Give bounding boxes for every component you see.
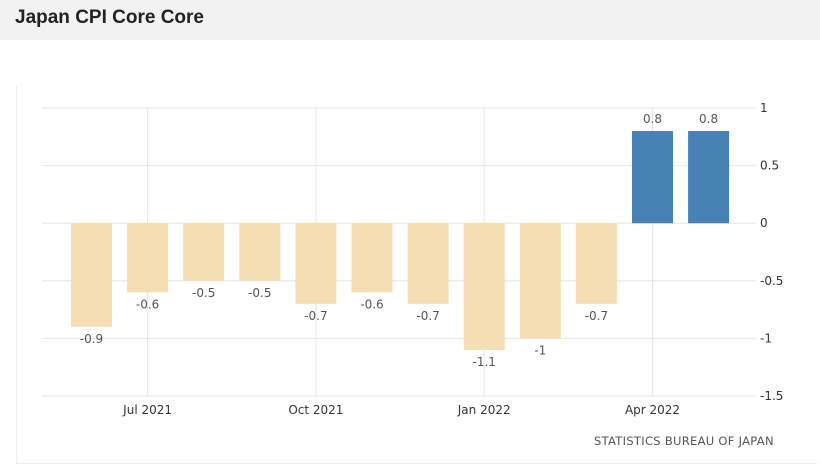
y-tick-label: 0.5: [760, 159, 779, 173]
bar-value-label: -0.7: [304, 309, 327, 323]
bar: [632, 131, 673, 224]
x-tick-label: Apr 2022: [625, 403, 680, 417]
chart-panel: [16, 86, 817, 464]
bar-value-label: 0.8: [643, 112, 662, 126]
bar: [688, 131, 730, 224]
x-tick-label: Oct 2021: [288, 403, 343, 417]
bar: [183, 223, 225, 281]
bar: [351, 223, 393, 293]
bar-value-label: -0.7: [416, 309, 439, 323]
chart-header: Japan CPI Core Core: [0, 0, 820, 40]
bar: [295, 223, 337, 304]
y-tick-label: -1: [760, 331, 772, 345]
bar: [519, 223, 561, 339]
bar: [575, 223, 617, 304]
bar-value-label: -0.5: [248, 286, 271, 300]
y-tick-label: 1: [760, 101, 768, 115]
bar: [239, 223, 281, 281]
bar: [463, 223, 505, 350]
bar-value-label: -0.7: [585, 309, 608, 323]
bar: [407, 223, 449, 304]
bar-value-label: -0.6: [360, 297, 383, 311]
source-label: STATISTICS BUREAU OF JAPAN: [594, 434, 774, 448]
bar-value-label: -0.5: [192, 286, 215, 300]
y-tick-label: -0.5: [760, 274, 783, 288]
bar-value-label: -1.1: [472, 355, 495, 369]
bar-value-label: -1: [534, 343, 546, 357]
y-tick-label: -1.5: [760, 389, 783, 403]
bar-value-label: -0.6: [136, 297, 159, 311]
x-tick-label: Jan 2022: [457, 403, 511, 417]
bar-value-label: -0.9: [80, 332, 103, 346]
chart-title: Japan CPI Core Core: [15, 7, 204, 28]
x-tick-label: Jul 2021: [122, 403, 172, 417]
bar: [127, 223, 169, 293]
bar-value-label: 0.8: [699, 112, 718, 126]
y-tick-label: 0: [760, 216, 768, 230]
bar: [71, 223, 112, 327]
